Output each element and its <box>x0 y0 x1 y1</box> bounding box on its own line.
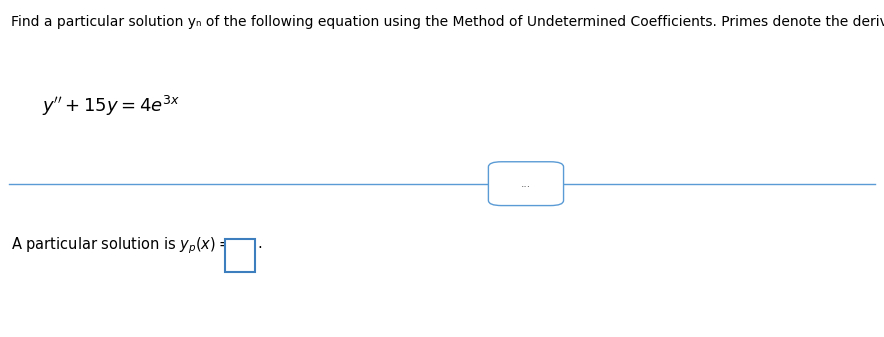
FancyBboxPatch shape <box>225 239 255 272</box>
Text: ...: ... <box>521 179 531 189</box>
Text: A particular solution is $y_p(x) =$: A particular solution is $y_p(x) =$ <box>11 236 231 256</box>
Text: $y'' + 15y = 4e^{3x}$: $y'' + 15y = 4e^{3x}$ <box>42 94 180 119</box>
Text: Find a particular solution yₙ of the following equation using the Method of Unde: Find a particular solution yₙ of the fol… <box>11 15 884 29</box>
Text: .: . <box>257 236 262 251</box>
FancyBboxPatch shape <box>488 162 564 206</box>
